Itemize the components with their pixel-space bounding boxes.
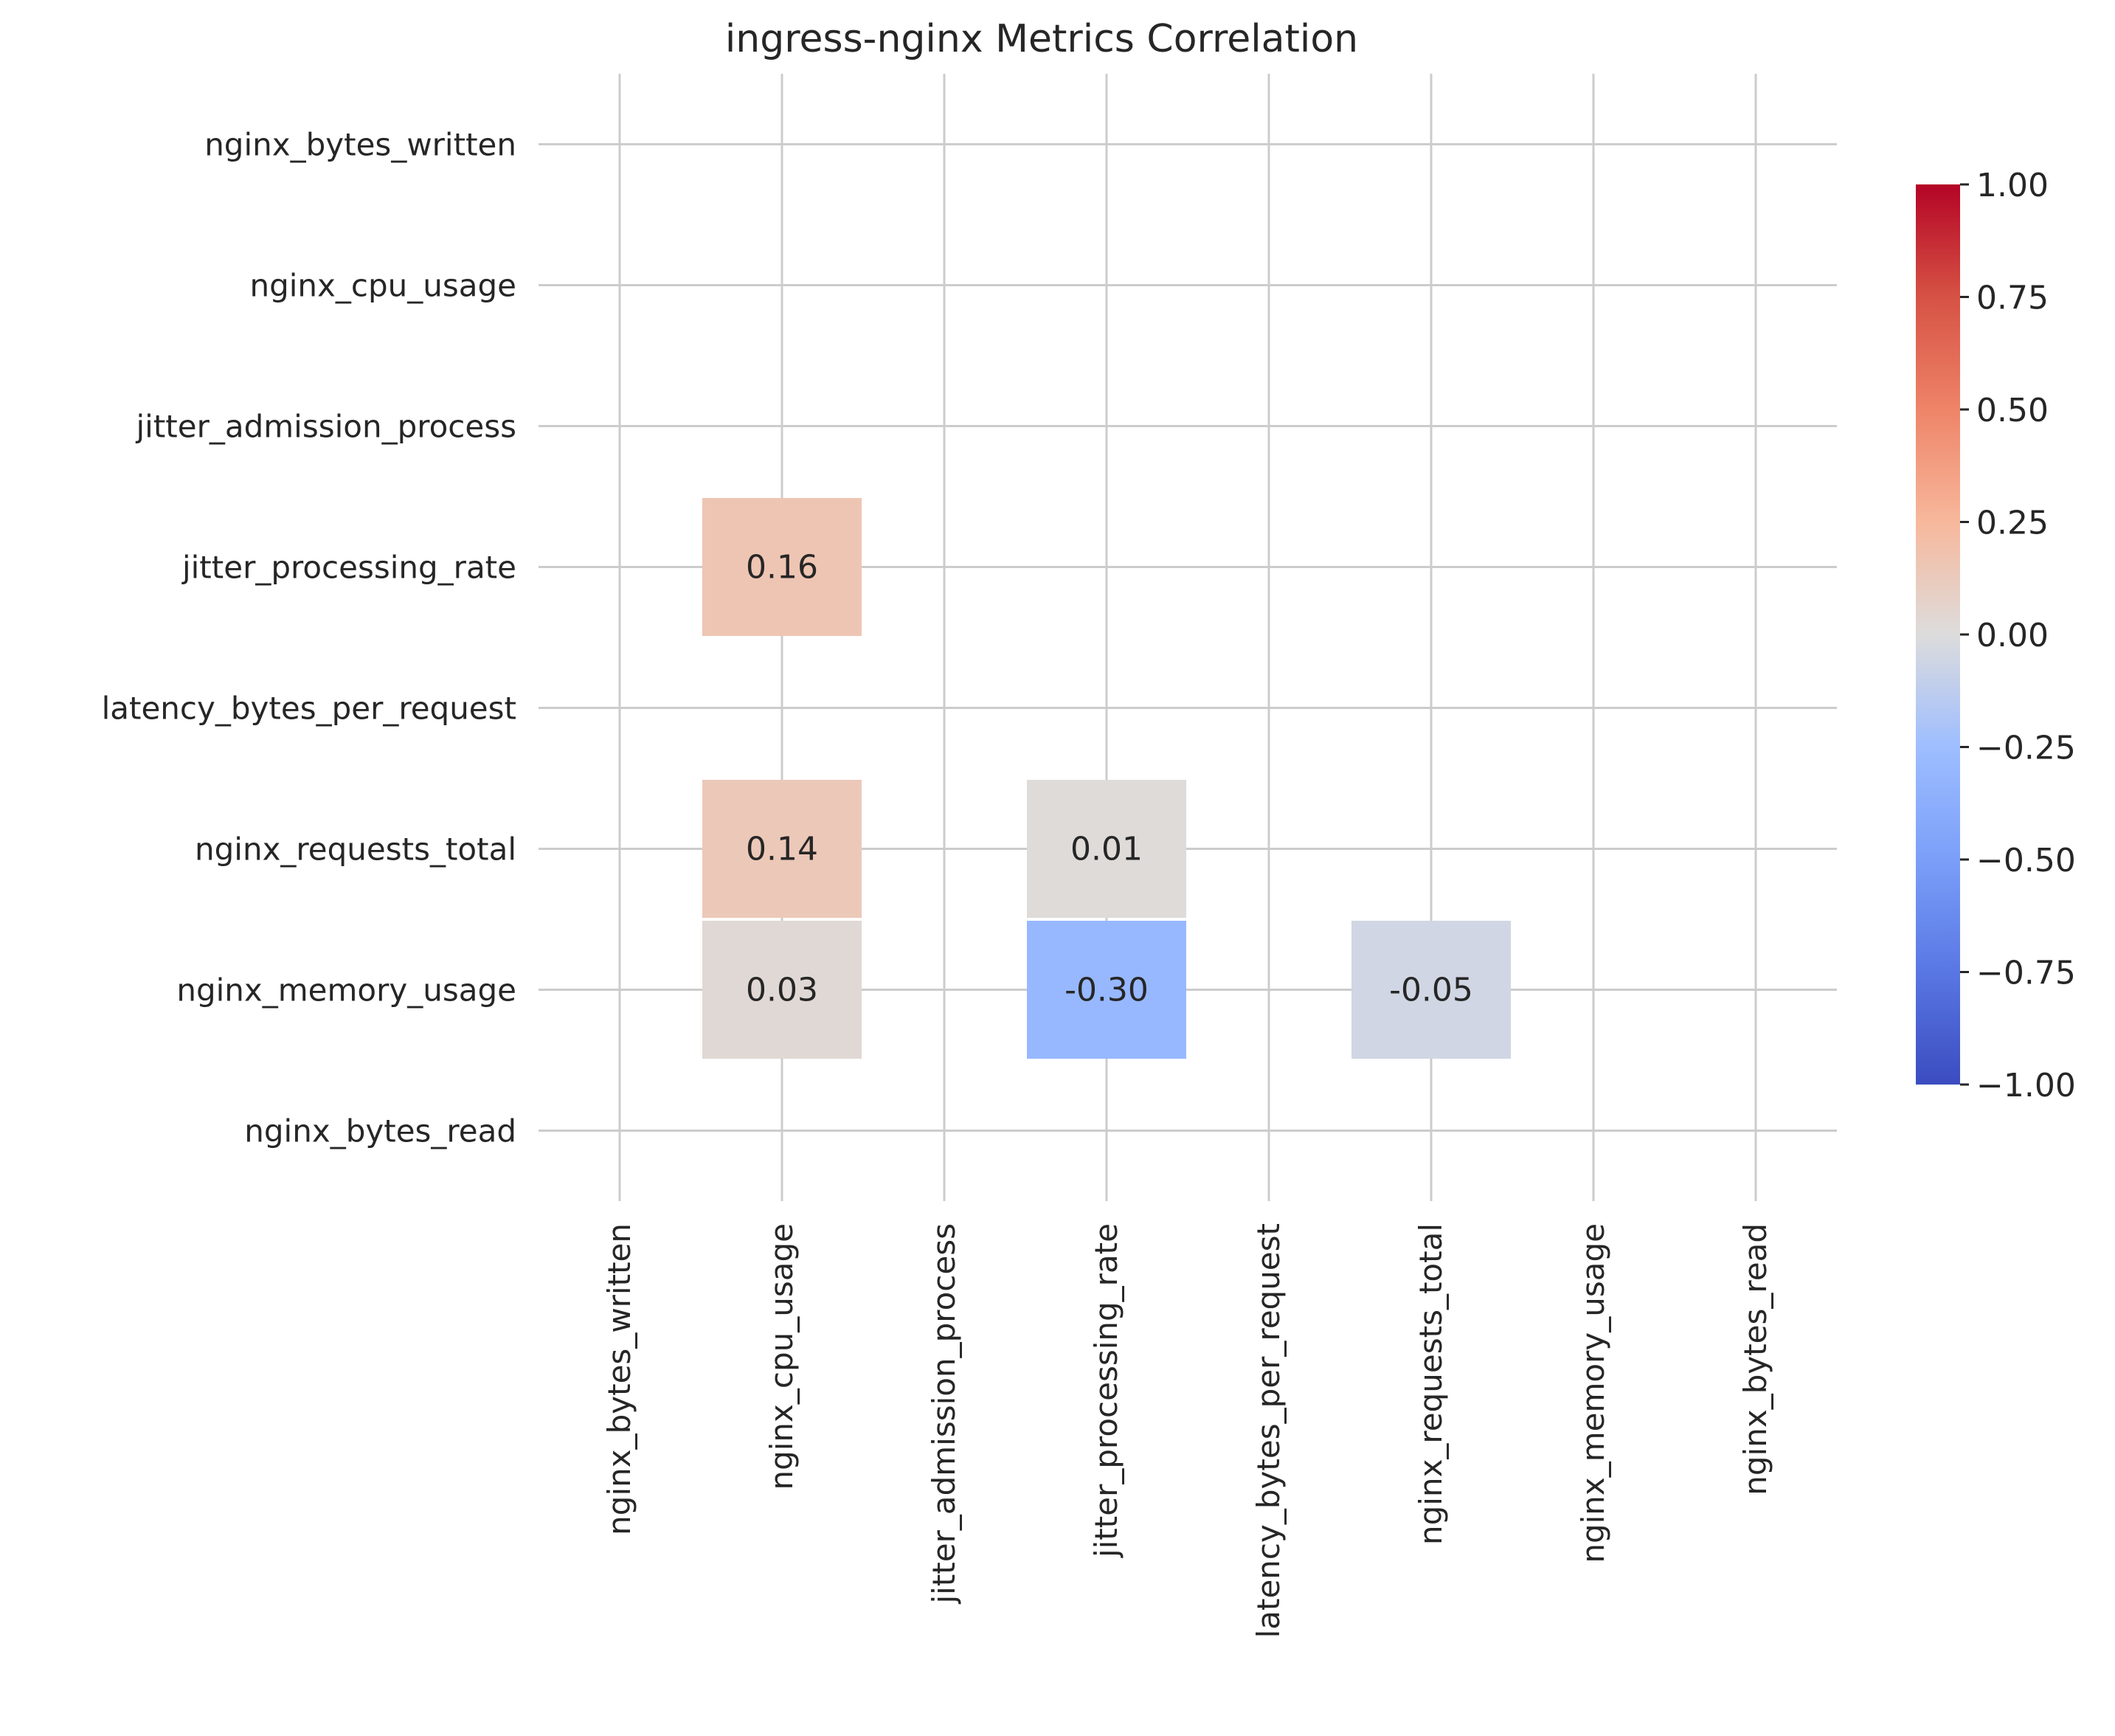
- colorbar-tick-label: 0.00: [1976, 617, 2049, 654]
- heatmap-cell: [1027, 780, 1186, 918]
- colorbar-tick-label: 0.25: [1976, 505, 2049, 542]
- row-tick-label: jitter_admission_process: [135, 409, 516, 445]
- cell-value-label: 0.14: [746, 831, 818, 868]
- colorbar-tick-label: −0.25: [1976, 730, 2076, 767]
- cell-value-label: -0.30: [1065, 972, 1149, 1009]
- colorbar: 1.00 0.75 0.50 0.25 0.00 −0.25 −0.50 −0.75 −1.00: [1916, 167, 2076, 1104]
- column-tick-label: jitter_admission_process: [926, 1223, 962, 1605]
- cell-value-label: -0.05: [1389, 972, 1473, 1009]
- colorbar-tick-label: −1.00: [1976, 1067, 2076, 1104]
- column-tick-label: nginx_bytes_read: [1737, 1223, 1773, 1495]
- row-labels: nginx_bytes_written nginx_cpu_usagejitter…: [102, 127, 516, 1149]
- row-tick-label: nginx_requests_total: [195, 831, 516, 868]
- heatmap-cell: [702, 921, 862, 1059]
- colorbar-ticks: 1.00 0.75 0.50 0.25 0.00 −0.25 −0.50 −0.75 −1.00: [1960, 167, 2076, 1104]
- colorbar-tick-label: −0.50: [1976, 842, 2076, 879]
- row-tick-label: nginx_cpu_usage: [249, 268, 516, 304]
- column-tick-label: nginx_cpu_usage: [764, 1223, 800, 1490]
- colorbar-tick-label: 1.00: [1976, 167, 2049, 204]
- column-labels: nginx_bytes_written nginx_cpu_usage jitter…: [601, 1223, 1773, 1638]
- column-tick-label: jitter_processing_rate: [1088, 1223, 1124, 1558]
- colorbar-tick-label: −0.75: [1976, 955, 2076, 992]
- row-tick-label: latency_bytes_per_request: [102, 691, 516, 727]
- heatmap-cell: [702, 780, 862, 918]
- heatmap-cells: 0.16 0.14 0.01 0.03 -0.30 -0.05: [702, 498, 1511, 1059]
- cell-value-label: 0.16: [746, 549, 818, 587]
- column-tick-label: nginx_memory_usage: [1575, 1223, 1611, 1563]
- row-tick-label: nginx_bytes_written: [204, 127, 516, 163]
- heatmap-cell: [702, 498, 862, 636]
- row-tick-label: nginx_bytes_read: [244, 1113, 516, 1149]
- column-tick-label: latency_bytes_per_request: [1250, 1223, 1287, 1638]
- cell-value-label: 0.01: [1070, 831, 1143, 868]
- heatmap-cell: [1027, 921, 1186, 1059]
- chart-title: ingress-nginx Metrics Correlation: [725, 17, 1358, 61]
- row-tick-label: jitter_processing_rate: [181, 550, 516, 586]
- row-tick-label: nginx_memory_usage: [176, 972, 516, 1009]
- colorbar-gradient: [1916, 184, 1960, 1085]
- colorbar-tick-label: 0.50: [1976, 392, 2049, 429]
- cell-value-label: 0.03: [746, 972, 818, 1009]
- heatmap-cell: [1351, 921, 1511, 1059]
- column-tick-label: nginx_bytes_written: [601, 1223, 637, 1535]
- colorbar-tick-label: 0.75: [1976, 280, 2049, 317]
- column-tick-label: nginx_requests_total: [1413, 1223, 1449, 1545]
